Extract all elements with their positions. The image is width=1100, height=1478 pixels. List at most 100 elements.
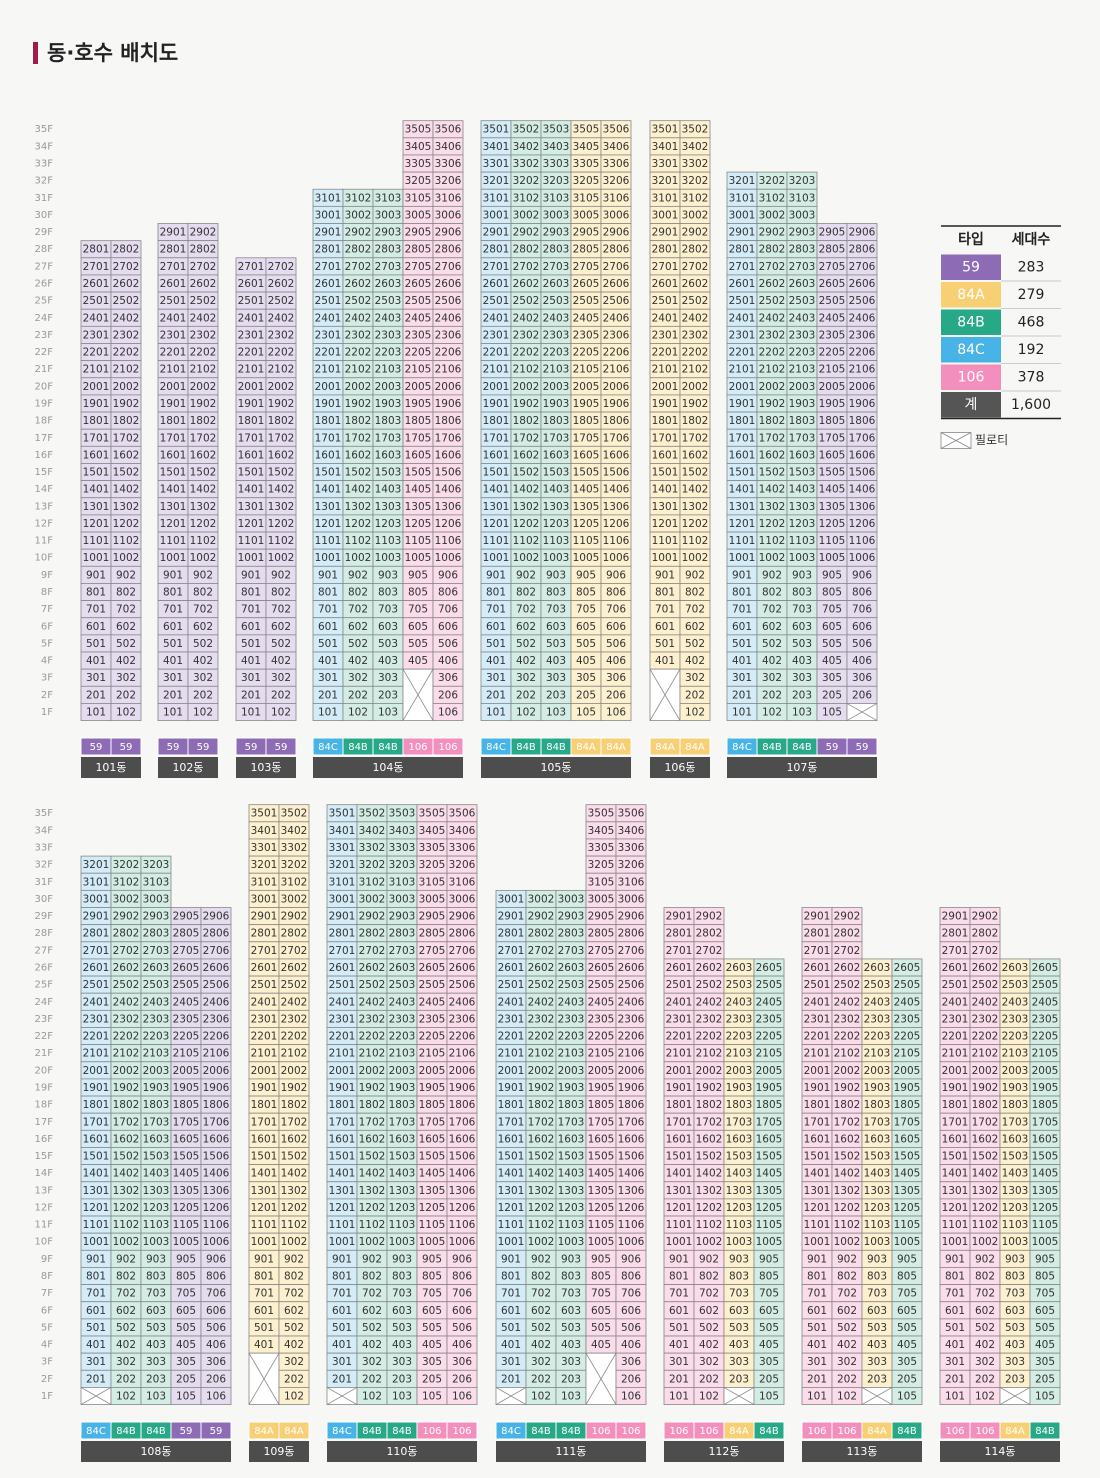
unit-number: 2601 — [238, 278, 265, 290]
unit-number: 3401 — [483, 141, 510, 153]
unit-number: 303 — [392, 1356, 412, 1368]
unit-number: 1505 — [588, 1151, 615, 1163]
unit-number: 602 — [362, 1305, 382, 1317]
floor-label: 7F — [41, 604, 53, 615]
unit-number: 201 — [486, 689, 506, 701]
unit-number: 1102 — [972, 1219, 999, 1231]
unit-number: 2603 — [726, 962, 753, 974]
unit-number: 1701 — [498, 1116, 525, 1128]
unit-number: 1005 — [894, 1236, 921, 1248]
unit-number: 1905 — [405, 398, 432, 410]
unit-number: 1601 — [315, 449, 342, 461]
unit-number: 1702 — [281, 1116, 308, 1128]
unit-number: 202 — [284, 1373, 304, 1385]
unit-number: 1002 — [528, 1236, 555, 1248]
unit-number: 1602 — [281, 1133, 308, 1145]
unit-number: 1801 — [498, 1099, 525, 1111]
unit-number: 3306 — [449, 842, 476, 854]
unit-number: 2202 — [834, 1031, 861, 1043]
unit-number: 3305 — [573, 158, 600, 170]
unit-number: 1301 — [652, 501, 679, 513]
unit-number: 2602 — [113, 962, 140, 974]
floor-label: 5F — [41, 1322, 53, 1333]
unit-number: 3302 — [281, 842, 308, 854]
unit-number: 1302 — [345, 501, 372, 513]
unit-number: 901 — [86, 1253, 106, 1265]
type-chip-label: 106 — [591, 1426, 610, 1437]
unit-number: 2405 — [819, 312, 846, 324]
unit-number: 3505 — [419, 808, 446, 820]
floor-label: 4F — [41, 1340, 53, 1351]
unit-number: 903 — [378, 569, 398, 581]
unit-number: 2102 — [190, 364, 217, 376]
unit-number: 505 — [591, 1322, 611, 1334]
unit-number: 2506 — [435, 295, 462, 307]
unit-number: 1205 — [405, 518, 432, 530]
unit-number: 1805 — [573, 415, 600, 427]
unit-number: 901 — [86, 569, 106, 581]
unit-number: 2401 — [238, 312, 265, 324]
unit-number: 1605 — [405, 449, 432, 461]
unit-number: 3403 — [389, 825, 416, 837]
unit-number: 701 — [332, 1288, 352, 1300]
unit-number: 1505 — [419, 1151, 446, 1163]
floor-label: 24F — [35, 313, 54, 324]
unit-number: 2701 — [315, 261, 342, 273]
unit-number: 2306 — [618, 1013, 645, 1025]
unit-number: 3103 — [389, 876, 416, 888]
unit-number: 703 — [378, 604, 398, 616]
unit-number: 2402 — [834, 996, 861, 1008]
unit-number: 2906 — [849, 227, 876, 239]
unit-number: 802 — [116, 1271, 136, 1283]
unit-number: 702 — [116, 1288, 136, 1300]
type-chip-label: 84A — [254, 1426, 274, 1437]
unit-number: 2206 — [618, 1031, 645, 1043]
unit-number: 501 — [163, 638, 183, 650]
unit-number: 3101 — [652, 192, 679, 204]
unit-number: 602 — [762, 621, 782, 633]
unit-number: 3505 — [588, 808, 615, 820]
unit-number: 1901 — [666, 1082, 693, 1094]
unit-number: 1802 — [345, 415, 372, 427]
unit-number: 3305 — [588, 842, 615, 854]
unit-number: 2803 — [375, 244, 402, 256]
unit-number: 1701 — [83, 432, 110, 444]
unit-number: 901 — [501, 1253, 521, 1265]
unit-number: 2902 — [281, 911, 308, 923]
unit-number: 901 — [807, 1253, 827, 1265]
unit-number: 2801 — [315, 244, 342, 256]
unit-number: 1501 — [238, 467, 265, 479]
unit-number: 402 — [116, 1339, 136, 1351]
type-chip-label: 84B — [362, 1426, 382, 1437]
unit-number: 1603 — [789, 449, 816, 461]
unit-number: 303 — [561, 1356, 581, 1368]
unit-number: 2905 — [819, 227, 846, 239]
unit-number: 2601 — [160, 278, 187, 290]
unit-number: 1005 — [405, 552, 432, 564]
unit-number: 1803 — [1002, 1099, 1029, 1111]
unit-number: 805 — [422, 1271, 442, 1283]
unit-number: 2005 — [894, 1065, 921, 1077]
unit-number: 2702 — [513, 261, 540, 273]
unit-number: 1803 — [789, 415, 816, 427]
unit-number: 1902 — [834, 1082, 861, 1094]
unit-number: 803 — [867, 1271, 887, 1283]
unit-number: 3105 — [405, 192, 432, 204]
unit-number: 406 — [621, 1339, 641, 1351]
unit-number: 805 — [176, 1271, 196, 1283]
legend-count: 468 — [1018, 314, 1045, 330]
unit-number: 902 — [837, 1253, 857, 1265]
building-name: 113동 — [846, 1445, 877, 1458]
unit-number: 1306 — [203, 1185, 230, 1197]
unit-number: 2205 — [419, 1031, 446, 1043]
type-chip-label: 84A — [729, 1426, 749, 1437]
unit-number: 1002 — [759, 552, 786, 564]
unit-number: 401 — [655, 655, 675, 667]
unit-number: 2002 — [113, 381, 140, 393]
unit-number: 1102 — [759, 535, 786, 547]
unit-number: 801 — [655, 587, 675, 599]
unit-number: 1305 — [819, 501, 846, 513]
unit-number: 801 — [945, 1271, 965, 1283]
unit-number: 105 — [576, 707, 596, 719]
unit-number: 2402 — [190, 312, 217, 324]
